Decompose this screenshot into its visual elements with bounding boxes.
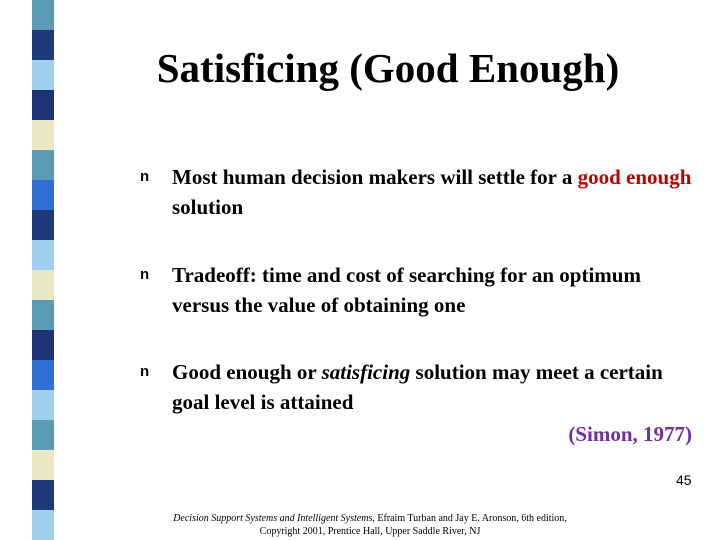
text-run: solution [172,195,244,219]
slide-title: Satisficing (Good Enough) [156,45,620,91]
bullet-marker: n [140,363,150,380]
text-run: Good enough or [172,360,322,384]
text-run: Tradeoff: time and cost of searching for… [172,263,641,317]
bullet-marker: n [140,266,150,283]
bullet-text: Good enough or satisficing solution may … [172,357,692,417]
decor-strip [32,0,54,540]
text-run: satisficing [321,360,411,384]
page-number: 45 [676,472,692,488]
text-run: solution may meet a certain goal level i… [172,360,663,414]
text-run: good enough [577,165,692,189]
bullet-text: Tradeoff: time and cost of searching for… [172,260,692,320]
bullet-marker: n [140,168,150,185]
citation: (Simon, 1977) [568,422,692,446]
text-run: Most human decision makers will settle f… [172,165,578,189]
footer: Decision Support Systems and Intelligent… [165,512,575,538]
text-run: , Efraim Turban and Jay E. Aronson, 6th … [259,513,567,537]
bullet-text: Most human decision makers will settle f… [172,162,692,222]
text-run: Decision Support Systems and Intelligent… [173,513,373,524]
